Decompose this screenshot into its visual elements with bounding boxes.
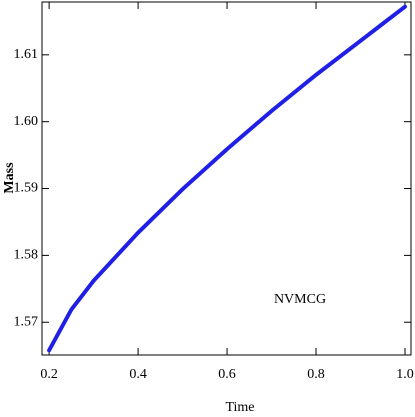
x-tick-label: 0.2: [40, 367, 58, 382]
y-tick-label: 1.57: [14, 314, 39, 329]
line: [47, 4, 407, 353]
y-tick-label: 1.59: [14, 181, 39, 196]
y-tick-label: 1.61: [14, 47, 39, 62]
y-tick-label: 1.58: [14, 248, 39, 263]
x-tick-label: 0.4: [129, 367, 147, 382]
annotation: NVMCG: [274, 292, 326, 307]
x-axis-label: Time: [225, 400, 254, 415]
y-axis-label: Mass: [2, 162, 17, 194]
x-tick-label: 0.6: [218, 367, 236, 382]
x-tick-label: 0.8: [307, 367, 325, 382]
y-tick-label: 1.60: [14, 114, 39, 129]
x-tick-label: 1.0: [396, 367, 414, 382]
frame: [41, 1, 412, 356]
